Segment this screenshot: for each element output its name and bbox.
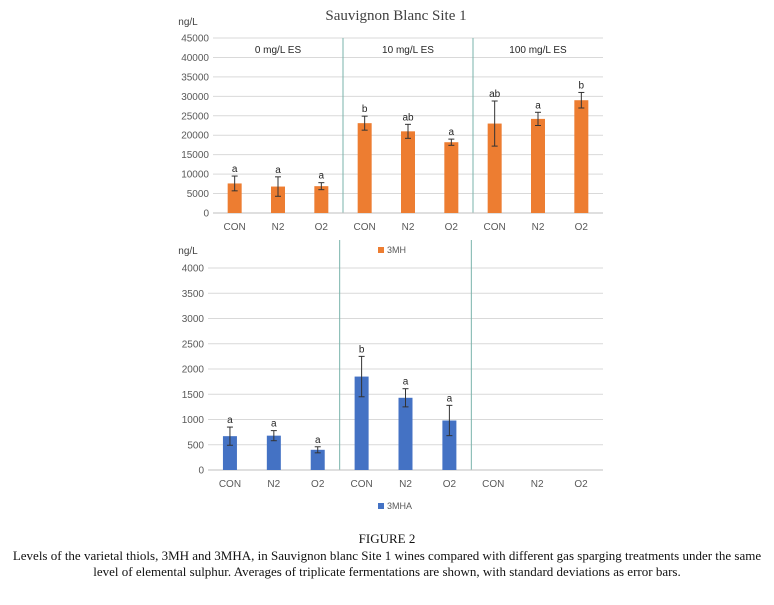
x-tick-label: CON — [484, 222, 506, 233]
legend: 3MH — [378, 245, 406, 255]
x-tick-label: N2 — [532, 222, 545, 233]
x-tick-label: O2 — [575, 222, 589, 233]
significance-label: a — [449, 127, 455, 138]
x-tick-label: O2 — [445, 222, 459, 233]
y-tick-label: 40000 — [181, 53, 209, 64]
bar — [442, 420, 457, 470]
significance-label: a — [271, 419, 277, 430]
y-tick-label: 0 — [198, 466, 204, 477]
x-tick-label: N2 — [402, 222, 415, 233]
x-tick-label: O2 — [315, 222, 329, 233]
bar — [227, 183, 242, 213]
bar — [398, 397, 413, 470]
figure-caption: Levels of the varietal thiols, 3MH and 3… — [12, 548, 762, 579]
x-tick-label: CON — [354, 222, 376, 233]
bottom-panel-3mha: 0 500 1000 1500 2000 2500 3000 3500 4000 ng/L CON a… — [178, 240, 603, 511]
bar — [357, 123, 372, 213]
bar — [271, 186, 285, 213]
x-tick-label: N2 — [267, 479, 280, 490]
y-tick-label: 1000 — [182, 415, 205, 426]
y-tick-label: 30000 — [181, 92, 209, 103]
y-axis-label: ng/L — [178, 17, 198, 28]
legend-label: 3MH — [387, 245, 406, 255]
y-tick-label: 3500 — [182, 289, 205, 300]
legend-swatch — [378, 247, 384, 253]
y-tick-label: 20000 — [181, 131, 209, 142]
y-tick-label: 2500 — [182, 339, 205, 350]
x-tick-label: CON — [224, 222, 246, 233]
significance-label: b — [359, 344, 365, 355]
significance-label: a — [403, 377, 409, 388]
x-tick-label: N2 — [399, 479, 412, 490]
significance-label: b — [579, 80, 585, 91]
top-panel-3mh: 0 5000 10000 15000 20000 25000 30000 35000 40000… — [178, 17, 603, 255]
significance-label: a — [227, 415, 233, 426]
y-tick-label: 4000 — [182, 264, 205, 275]
y-tick-label: 2000 — [182, 365, 205, 376]
y-tick-label: 3000 — [182, 314, 205, 325]
bar — [222, 436, 237, 470]
chart-title: Sauvignon Blanc Site 1 — [325, 8, 466, 24]
significance-label: b — [362, 104, 368, 115]
x-tick-label: O2 — [311, 479, 325, 490]
x-tick-label: O2 — [443, 479, 457, 490]
bar — [266, 435, 281, 470]
bar — [444, 142, 459, 213]
legend: 3MHA — [378, 501, 412, 511]
significance-label: ab — [489, 89, 501, 100]
legend-label: 3MHA — [387, 501, 412, 511]
bar — [314, 186, 329, 213]
y-tick-label: 25000 — [181, 111, 209, 122]
y-tick-label: 45000 — [181, 34, 209, 45]
x-tick-label: CON — [482, 479, 504, 490]
significance-label: a — [275, 165, 281, 176]
y-tick-label: 5000 — [187, 189, 210, 200]
y-tick-label: 1500 — [182, 390, 205, 401]
bar — [574, 100, 589, 213]
group-label: 100 mg/L ES — [509, 45, 567, 56]
bar — [401, 131, 415, 213]
y-tick-label: 10000 — [181, 170, 209, 181]
y-axis-label: ng/L — [178, 246, 198, 257]
bar — [310, 449, 325, 470]
legend-swatch — [378, 503, 384, 509]
x-tick-label: N2 — [272, 222, 285, 233]
x-tick-label: O2 — [574, 479, 588, 490]
significance-label: ab — [402, 112, 414, 123]
x-tick-label: N2 — [531, 479, 544, 490]
group-label: 0 mg/L ES — [255, 45, 302, 56]
bar — [487, 123, 502, 213]
bar — [354, 376, 369, 470]
figure-label: FIGURE 2 — [358, 531, 416, 546]
x-tick-label: CON — [219, 479, 241, 490]
y-tick-label: 15000 — [181, 150, 209, 161]
significance-label: a — [319, 171, 325, 182]
significance-label: a — [315, 435, 321, 446]
bar — [531, 118, 545, 213]
significance-label: a — [535, 100, 541, 111]
x-tick-label: CON — [350, 479, 372, 490]
y-tick-label: 35000 — [181, 72, 209, 83]
y-tick-label: 500 — [187, 440, 204, 451]
group-label: 10 mg/L ES — [382, 45, 434, 56]
significance-label: a — [447, 393, 453, 404]
significance-label: a — [232, 164, 238, 175]
y-tick-label: 0 — [203, 209, 209, 220]
